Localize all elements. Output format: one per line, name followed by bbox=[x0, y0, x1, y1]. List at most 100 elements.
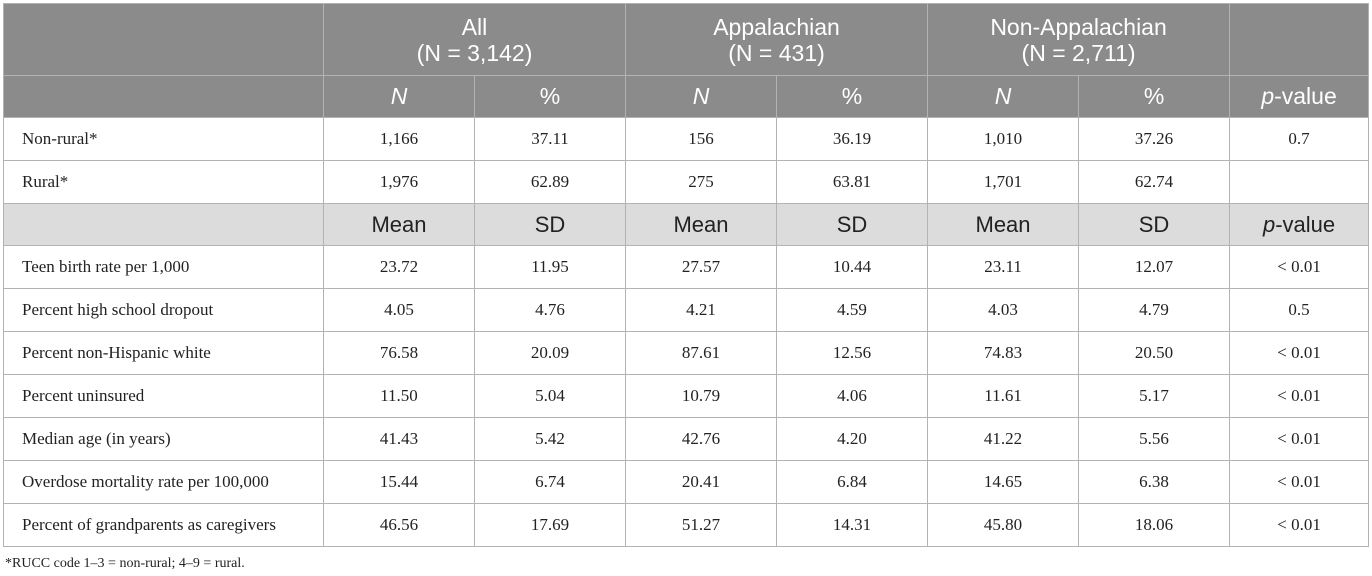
col-header-mean: Mean bbox=[625, 203, 778, 246]
col-header-mean: Mean bbox=[323, 203, 475, 246]
value-cell: 20.50 bbox=[1078, 331, 1231, 375]
pvalue-cell: < 0.01 bbox=[1229, 417, 1370, 461]
value-cell: 5.04 bbox=[473, 374, 627, 418]
value-cell: 23.11 bbox=[927, 245, 1080, 289]
value-cell: 4.20 bbox=[776, 417, 929, 461]
col-header-sd: SD bbox=[1078, 203, 1231, 246]
value-cell: 27.57 bbox=[625, 245, 778, 289]
value-cell: 74.83 bbox=[927, 331, 1080, 375]
value-cell: 20.09 bbox=[473, 331, 627, 375]
col-header-pct: % bbox=[1078, 75, 1231, 118]
mid-header-row: Mean SD Mean SD Mean SD p-value bbox=[3, 203, 1370, 246]
pvalue-rest: -value bbox=[1275, 211, 1336, 237]
row-label: Percent non-Hispanic white bbox=[3, 331, 324, 375]
pvalue-cell: < 0.01 bbox=[1229, 460, 1370, 504]
group-n: (N = 3,142) bbox=[416, 39, 533, 66]
value-cell: 10.79 bbox=[625, 374, 778, 418]
pvalue-cell: < 0.01 bbox=[1229, 503, 1370, 547]
row-label: Non-rural* bbox=[3, 117, 324, 161]
corner-cell-sub bbox=[3, 75, 324, 118]
value-cell: 18.06 bbox=[1078, 503, 1231, 547]
value-cell: 1,010 bbox=[927, 117, 1080, 161]
value-cell: 4.76 bbox=[473, 288, 627, 332]
value-cell: 37.11 bbox=[473, 117, 627, 161]
row-label: Rural* bbox=[3, 160, 324, 204]
value-cell: 23.72 bbox=[323, 245, 475, 289]
table-row: Rural* 1,976 62.89 275 63.81 1,701 62.74 bbox=[3, 160, 1370, 204]
col-header-n: N bbox=[927, 75, 1080, 118]
col-header-n: N bbox=[625, 75, 778, 118]
sub-header-row: N % N % N % p-value bbox=[3, 75, 1370, 118]
value-cell: 36.19 bbox=[776, 117, 929, 161]
value-cell: 4.79 bbox=[1078, 288, 1231, 332]
value-cell: 41.22 bbox=[927, 417, 1080, 461]
value-cell: 5.56 bbox=[1078, 417, 1231, 461]
pvalue-header-top bbox=[1229, 3, 1370, 76]
table-row: Teen birth rate per 1,000 23.72 11.95 27.57… bbox=[3, 245, 1370, 289]
value-cell: 6.84 bbox=[776, 460, 929, 504]
group-header-all: All (N = 3,142) bbox=[322, 3, 627, 76]
table-row: Median age (in years) 41.43 5.42 42.76 4.20 4… bbox=[3, 417, 1370, 461]
value-cell: 4.05 bbox=[323, 288, 475, 332]
value-cell: 20.41 bbox=[625, 460, 778, 504]
value-cell: 63.81 bbox=[776, 160, 929, 204]
value-cell: 12.56 bbox=[776, 331, 929, 375]
value-cell: 10.44 bbox=[776, 245, 929, 289]
pvalue-cell: < 0.01 bbox=[1229, 374, 1370, 418]
group-n: (N = 431) bbox=[728, 39, 825, 66]
col-header-pct: % bbox=[473, 75, 627, 118]
value-cell: 5.17 bbox=[1078, 374, 1231, 418]
value-cell: 11.50 bbox=[323, 374, 475, 418]
value-cell: 14.31 bbox=[776, 503, 929, 547]
pvalue-rest: -value bbox=[1274, 83, 1337, 109]
value-cell: 4.06 bbox=[776, 374, 929, 418]
group-n: (N = 2,711) bbox=[1021, 39, 1136, 66]
col-header-pvalue: p-value bbox=[1229, 203, 1370, 246]
value-cell: 4.59 bbox=[776, 288, 929, 332]
pvalue-cell: < 0.01 bbox=[1229, 331, 1370, 375]
value-cell: 1,701 bbox=[927, 160, 1080, 204]
value-cell: 17.69 bbox=[473, 503, 627, 547]
value-cell: 5.42 bbox=[473, 417, 627, 461]
group-header-non-appalachian: Non-Appalachian (N = 2,711) bbox=[927, 3, 1231, 76]
row-label: Teen birth rate per 1,000 bbox=[3, 245, 324, 289]
col-header-mean: Mean bbox=[927, 203, 1080, 246]
pvalue-cell bbox=[1229, 160, 1370, 204]
group-name: Non-Appalachian bbox=[990, 13, 1167, 40]
value-cell: 11.61 bbox=[927, 374, 1080, 418]
value-cell: 6.74 bbox=[473, 460, 627, 504]
row-label: Percent of grandparents as caregivers bbox=[3, 503, 324, 547]
value-cell: 62.89 bbox=[473, 160, 627, 204]
value-cell: 4.21 bbox=[625, 288, 778, 332]
value-cell: 45.80 bbox=[927, 503, 1080, 547]
table-row: Non-rural* 1,166 37.11 156 36.19 1,010 37.26 0.… bbox=[3, 117, 1370, 161]
value-cell: 41.43 bbox=[323, 417, 475, 461]
col-header-n: N bbox=[323, 75, 475, 118]
table-row: Percent high school dropout 4.05 4.76 4.21 4… bbox=[3, 288, 1370, 332]
value-cell: 42.76 bbox=[625, 417, 778, 461]
pvalue-cell: 0.5 bbox=[1229, 288, 1370, 332]
pvalue-p: p bbox=[1261, 83, 1275, 109]
pvalue-cell: 0.7 bbox=[1229, 117, 1370, 161]
value-cell: 15.44 bbox=[323, 460, 475, 504]
mid-corner-cell bbox=[3, 203, 324, 246]
table-row: Percent uninsured 11.50 5.04 10.79 4.06 11.61… bbox=[3, 374, 1370, 418]
row-label: Overdose mortality rate per 100,000 bbox=[3, 460, 324, 504]
value-cell: 46.56 bbox=[323, 503, 475, 547]
group-header-appalachian: Appalachian (N = 431) bbox=[625, 3, 929, 76]
row-label: Median age (in years) bbox=[3, 417, 324, 461]
value-cell: 275 bbox=[625, 160, 778, 204]
value-cell: 51.27 bbox=[625, 503, 778, 547]
col-header-sd: SD bbox=[473, 203, 627, 246]
value-cell: 14.65 bbox=[927, 460, 1080, 504]
row-label: Percent high school dropout bbox=[3, 288, 324, 332]
group-name: All bbox=[461, 13, 488, 40]
value-cell: 1,976 bbox=[323, 160, 475, 204]
value-cell: 11.95 bbox=[473, 245, 627, 289]
value-cell: 87.61 bbox=[625, 331, 778, 375]
col-header-pvalue: p-value bbox=[1229, 75, 1370, 118]
value-cell: 1,166 bbox=[323, 117, 475, 161]
col-header-sd: SD bbox=[776, 203, 929, 246]
group-name: Appalachian bbox=[713, 13, 840, 40]
table-row: Percent non-Hispanic white 76.58 20.09 87.6… bbox=[3, 331, 1370, 375]
